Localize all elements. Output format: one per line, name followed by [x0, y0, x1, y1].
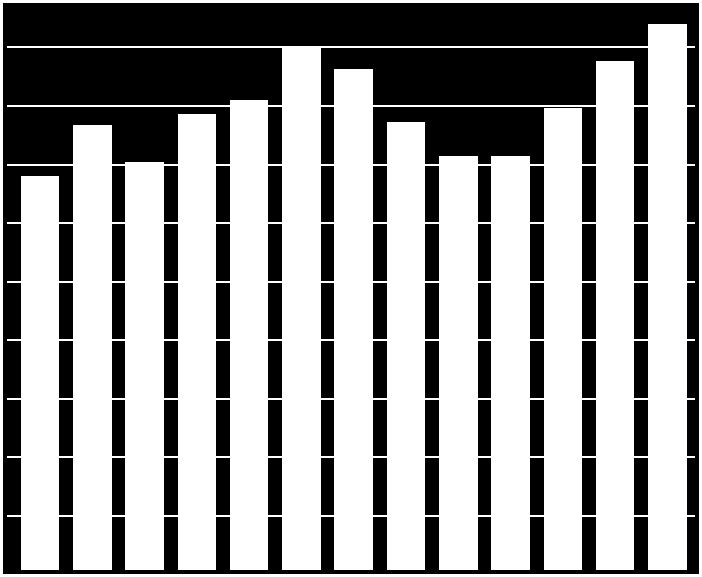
bar-chart — [0, 0, 702, 577]
bar — [125, 162, 164, 570]
bar — [439, 156, 478, 570]
bars-group — [7, 7, 695, 570]
bar — [178, 114, 217, 570]
bar — [648, 24, 687, 570]
bar — [334, 69, 373, 570]
bar — [544, 108, 583, 570]
bar — [596, 61, 635, 571]
bar — [282, 46, 321, 570]
bar — [491, 156, 530, 570]
bar — [73, 125, 112, 570]
bar — [21, 176, 60, 570]
plot-area — [7, 7, 695, 570]
bar — [387, 122, 426, 570]
bar — [230, 100, 269, 570]
